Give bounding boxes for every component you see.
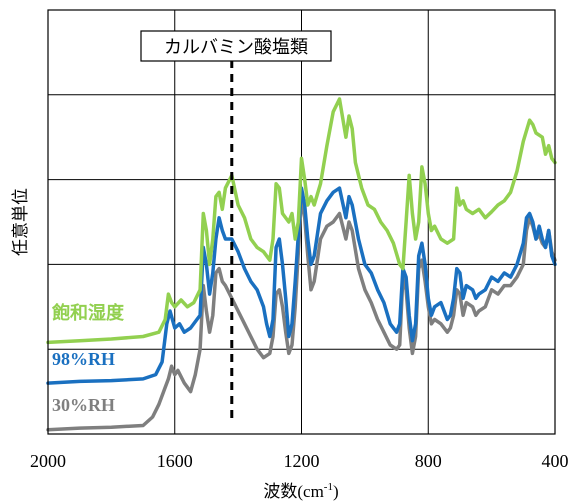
x-tick-label-3: 800	[415, 451, 442, 471]
x-axis-label-close: )	[333, 482, 339, 501]
annotation-label: カルバミン酸塩類	[164, 37, 308, 57]
x-tick-label-2: 1200	[284, 451, 320, 471]
series-label-1: 98%RH	[52, 349, 115, 369]
series-lines	[46, 97, 557, 432]
series-line-0	[46, 194, 557, 432]
x-tick-labels: 2000 1600 1200 800 400	[30, 451, 569, 471]
x-tick-label-0: 2000	[30, 451, 66, 471]
series-labels: 飽和湿度 98%RH 30%RH	[51, 302, 125, 415]
x-axis-label-main: 波数(cm	[263, 482, 323, 501]
series-label-0: 飽和湿度	[51, 302, 125, 323]
series-line-2	[46, 97, 557, 345]
plot-border	[47, 9, 556, 435]
x-tick-label-4: 400	[542, 451, 569, 471]
annotation-group: カルバミン酸塩類	[140, 30, 332, 424]
x-tick-label-1: 1600	[157, 451, 193, 471]
series-line-1	[46, 186, 557, 385]
x-axis-label-sup: -1	[324, 481, 333, 493]
y-axis-label: 任意単位	[11, 188, 30, 256]
x-axis-label: 波数(cm-1)	[263, 481, 338, 501]
series-label-2: 30%RH	[52, 395, 115, 415]
annotation-box	[140, 30, 332, 62]
